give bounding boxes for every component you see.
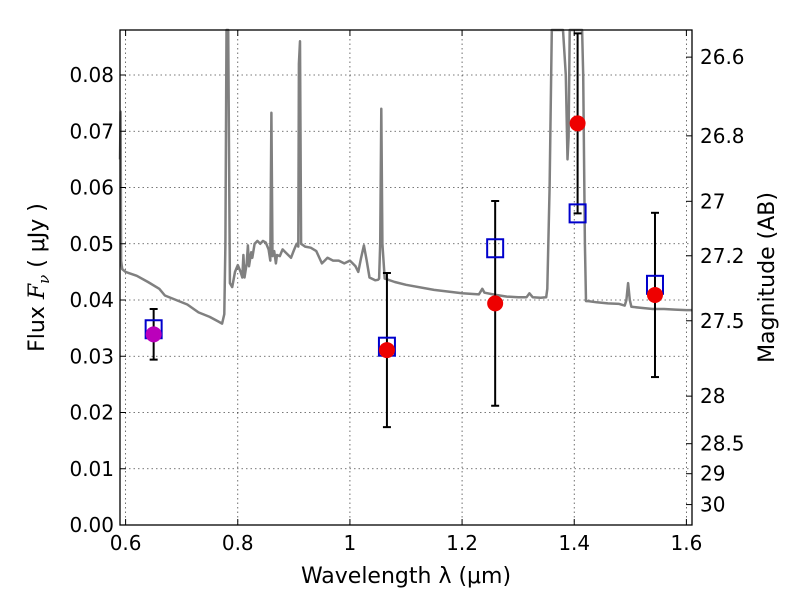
- y-tick-label: 0.00: [69, 513, 114, 537]
- observed-flux-point: [487, 295, 504, 312]
- y-axis-label-prefix: Flux: [25, 299, 50, 352]
- observed-flux-point: [646, 286, 663, 303]
- observed-flux-point: [145, 326, 162, 343]
- y-tick-label: 0.05: [69, 232, 114, 256]
- magnitude-tick-label: 28: [700, 384, 725, 408]
- observed-points-layer: [145, 115, 663, 359]
- y-tick-label: 0.07: [69, 119, 114, 143]
- model-photometry-square: [568, 203, 587, 224]
- y-axis-label-subscript: ν: [35, 275, 53, 284]
- magnitude-tick-label: 28.5: [700, 432, 745, 456]
- magnitude-tick-label: 30: [700, 493, 725, 517]
- x-tick-label: 0.8: [222, 531, 254, 555]
- model-spectrum-line: [118, 28, 692, 325]
- magnitude-tick-label: 26.6: [700, 45, 745, 69]
- y-axis-label: Flux Fν ( μJy ): [25, 203, 53, 352]
- magnitude-tick-label: 29: [700, 462, 725, 486]
- x-tick-label: 1.2: [446, 531, 478, 555]
- x-axis-label: Wavelength λ (μm): [301, 564, 511, 589]
- y-tick-label: 0.08: [69, 63, 114, 87]
- grid-lines: [120, 30, 692, 526]
- y-tick-label: 0.03: [69, 344, 114, 368]
- y-axis-label-suffix: ( μJy ): [25, 203, 50, 275]
- spectrum-layer: [118, 28, 692, 325]
- y-tick-label: 0.06: [69, 176, 114, 200]
- magnitude-tick-label: 26.8: [700, 124, 745, 148]
- y-axis-label-symbol: F: [25, 283, 50, 300]
- plot-frame: [119, 29, 693, 526]
- x-tick-label: 1.6: [670, 531, 702, 555]
- magnitude-tick-label: 27: [700, 189, 725, 213]
- observed-flux-point: [378, 342, 395, 359]
- model-photometry-square: [486, 238, 505, 259]
- observed-flux-point: [569, 115, 586, 132]
- magnitude-tick-label: 27.2: [700, 244, 745, 268]
- y-tick-label: 0.02: [69, 401, 114, 425]
- magnitude-axis-label: Magnitude (AB): [755, 192, 780, 363]
- y-tick-label: 0.04: [69, 288, 114, 312]
- x-tick-label: 1.4: [558, 531, 590, 555]
- y-tick-label: 0.01: [69, 457, 114, 481]
- tick-layer: 0.6 0.8 1 1.2 1.4 1.6 0.00 0.01 0.02 0.03 0.04 0.05…: [69, 30, 745, 555]
- x-tick-label: 0.6: [110, 531, 142, 555]
- magnitude-tick-label: 27.5: [700, 309, 745, 333]
- x-tick-label: 1: [344, 531, 357, 555]
